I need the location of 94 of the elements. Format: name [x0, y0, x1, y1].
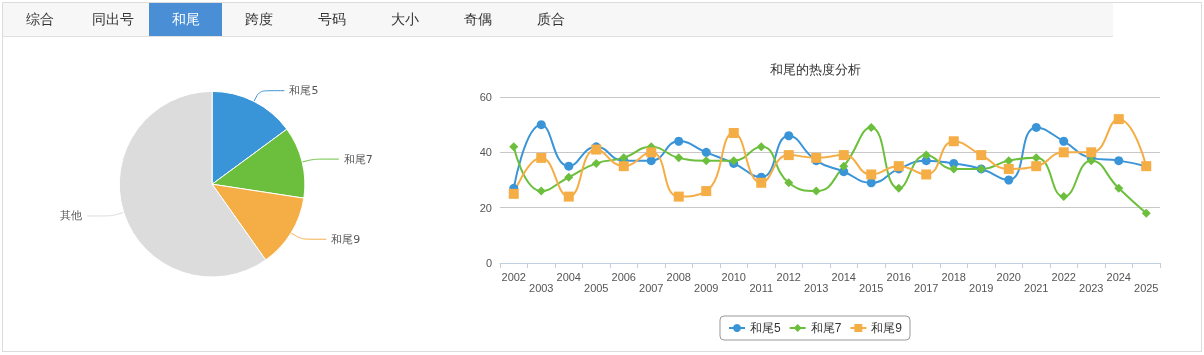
point: [1141, 208, 1151, 218]
x-tick-label: 2023: [1079, 281, 1104, 294]
point: [564, 172, 574, 182]
text: 奇偶: [441, 3, 514, 36]
x-tick-label: 2013: [804, 281, 829, 294]
point: [1086, 147, 1097, 158]
chart-title: 和尾的热度分析: [769, 62, 861, 77]
point: [976, 150, 987, 161]
point: [784, 178, 794, 188]
x-tick-label: 2017: [914, 281, 939, 294]
point: [839, 161, 849, 171]
point: [591, 158, 601, 168]
y-tick-label: 40: [479, 146, 492, 159]
text: 跨度: [222, 3, 295, 36]
point: [921, 169, 932, 180]
point: [894, 183, 904, 193]
point: [949, 164, 959, 174]
slice-label: 其他: [60, 209, 83, 223]
text: 同出号: [76, 3, 149, 36]
point: [1059, 192, 1069, 202]
x-tick-label: 2010: [721, 270, 746, 283]
legend-label: 和尾7: [810, 321, 842, 335]
x-tick-label: 2002: [501, 270, 526, 283]
x-tick-label: 2020: [996, 270, 1021, 283]
point: [784, 131, 794, 141]
point: [1003, 163, 1014, 174]
text: 大小: [368, 3, 441, 36]
point: [508, 188, 519, 199]
point: [1113, 114, 1124, 125]
x-tick-label: 2007: [639, 281, 664, 294]
x-tick-label: 2018: [941, 270, 966, 283]
point: [701, 156, 711, 166]
point: [701, 186, 712, 197]
point: [948, 136, 959, 147]
y-tick-label: 0: [485, 257, 492, 269]
x-tick-label: 2004: [556, 270, 581, 283]
point: [756, 142, 766, 152]
point: [866, 122, 876, 132]
point: [564, 161, 574, 171]
point: [783, 150, 794, 161]
legend-label: 和尾9: [871, 321, 903, 335]
x-tick-label: 2011: [749, 281, 774, 294]
legend-label: 和尾5: [749, 321, 781, 335]
point: [866, 169, 877, 180]
x-tick-label: 2005: [584, 281, 609, 294]
x-tick-label: 2025: [1134, 281, 1159, 294]
x-tick-label: 2015: [859, 281, 884, 294]
point: [536, 152, 547, 163]
point: [536, 186, 546, 196]
point: [728, 127, 739, 138]
point: [509, 142, 519, 152]
point: [811, 186, 821, 196]
point: [921, 150, 931, 160]
point: [674, 136, 684, 146]
x-tick-label: 2014: [831, 270, 856, 283]
point: [1031, 161, 1042, 172]
point: [618, 161, 629, 172]
point: [1059, 136, 1069, 146]
text: 质合: [514, 3, 587, 36]
x-tick-label: 2009: [694, 281, 719, 294]
slice-label: 和尾7: [343, 152, 373, 166]
point: [646, 156, 656, 166]
x-tick-label: 2012: [776, 270, 801, 283]
point: [811, 152, 822, 163]
text: 和尾: [149, 3, 222, 36]
point: [1004, 175, 1014, 185]
x-tick-label: 2006: [611, 270, 636, 283]
point: [1058, 147, 1069, 158]
x-tick-label: 2021: [1024, 281, 1049, 294]
point: [563, 191, 574, 202]
point: [838, 150, 849, 161]
point: [674, 153, 684, 163]
point: [866, 178, 876, 188]
y-tick-label: 20: [479, 201, 492, 214]
x-tick-label: 2016: [886, 270, 911, 283]
point: [1114, 156, 1124, 166]
x-tick-label: 2008: [666, 270, 691, 283]
x-tick-label: 2003: [529, 281, 554, 294]
point: [646, 147, 657, 158]
slice-label: 和尾9: [331, 232, 361, 246]
y-tick-label: 60: [479, 91, 492, 103]
point: [1114, 183, 1124, 193]
x-tick-label: 2019: [969, 281, 994, 294]
x-tick-label: 2022: [1051, 270, 1076, 283]
point: [673, 191, 684, 202]
point: [536, 120, 546, 130]
x-tick-label: 2024: [1106, 270, 1131, 283]
point: [1031, 153, 1041, 163]
slice-label: 和尾5: [289, 84, 319, 98]
text: 号码: [295, 3, 368, 36]
point: [701, 147, 711, 157]
point: [756, 177, 767, 188]
point: [1031, 122, 1041, 132]
text: 综合: [3, 3, 76, 36]
